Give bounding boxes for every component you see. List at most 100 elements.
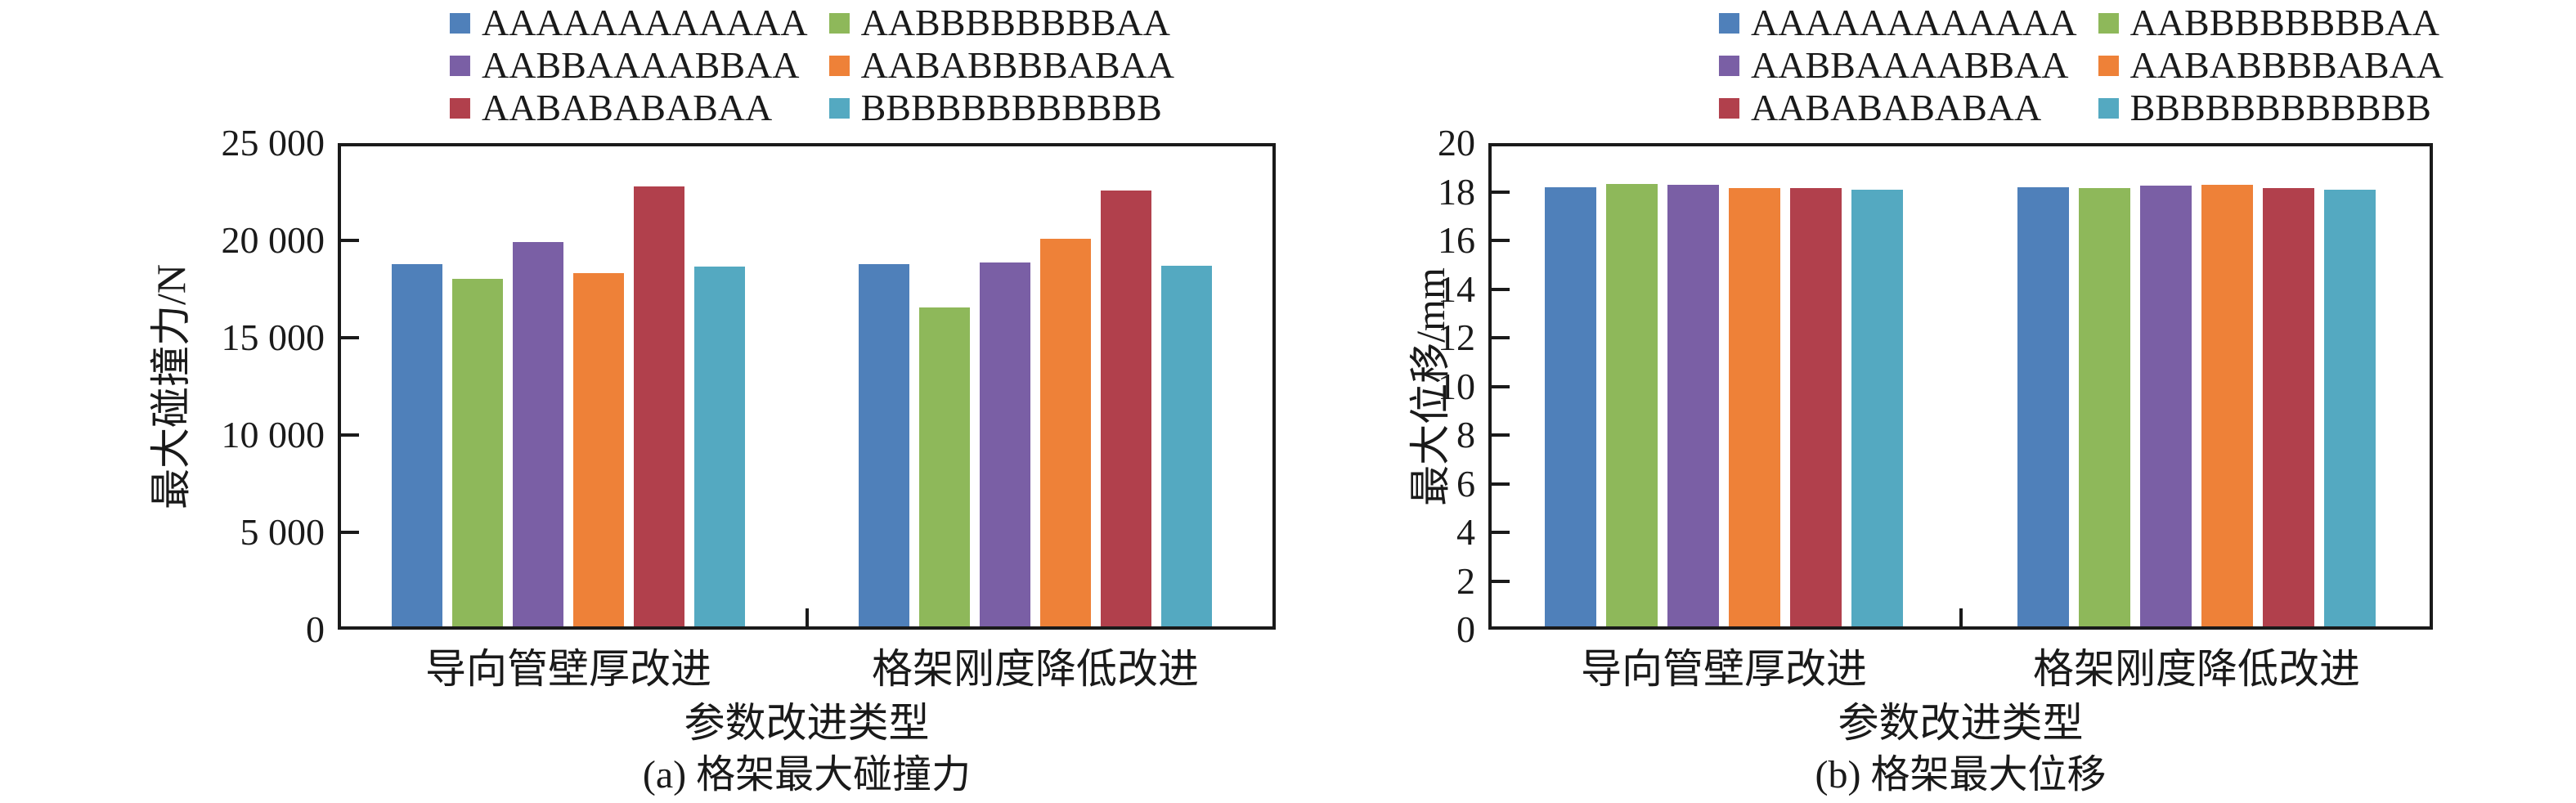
legend-marker-icon <box>828 12 850 34</box>
y-tick-label: 0 <box>1456 608 1475 650</box>
y-tick-mark <box>1492 190 1510 194</box>
legend-label: BBBBBBBBBBBB <box>2129 87 2431 128</box>
bar-s3-g0 <box>573 272 624 626</box>
bar-s5-g0 <box>1851 189 1903 626</box>
bar-s2-g0 <box>513 242 563 626</box>
y-tick-mark <box>1492 531 1510 534</box>
x-category-label: 格架刚度降低改进 <box>2033 646 2360 692</box>
bar-s2-g1 <box>980 262 1030 626</box>
legend-marker-icon <box>449 12 470 34</box>
y-tick-label: 2 <box>1456 559 1475 602</box>
legend-item-5: BBBBBBBBBBBB <box>828 87 1174 128</box>
bar-group-0 <box>392 146 745 626</box>
x-category-label: 导向管壁厚改进 <box>425 646 711 692</box>
bar-s1-g0 <box>452 279 503 626</box>
bar-s1-g1 <box>919 307 970 626</box>
y-tick-mark <box>1492 336 1510 339</box>
legend-item-0: AAAAAAAAAAAA <box>1718 2 2077 43</box>
y-tick-label: 10 <box>1438 365 1475 407</box>
legend-item-5: BBBBBBBBBBBB <box>2098 87 2444 128</box>
bar-s1-g1 <box>2079 188 2130 626</box>
legend-label: AABABABABAA <box>1750 87 2042 128</box>
y-tick-mark <box>341 531 359 534</box>
y-tick-mark <box>1492 287 1510 291</box>
legend-marker-icon <box>828 97 850 119</box>
bar-s3-g1 <box>2201 184 2253 626</box>
panel-caption: (a) 格架最大碰撞力 <box>642 753 972 796</box>
panel-caption: (b) 格架最大位移 <box>1815 753 2107 796</box>
legend: AAAAAAAAAAAA AABBBBBBBBAA AABBAAAABBAA AABA… <box>449 2 1175 128</box>
y-tick-mark <box>1492 579 1510 583</box>
legend-item-4: AABABABABAA <box>449 87 808 128</box>
bar-group-1 <box>859 146 1212 626</box>
y-tick-label: 14 <box>1438 267 1475 310</box>
legend-marker-icon <box>2098 55 2119 76</box>
bar-s2-g0 <box>1667 184 1719 626</box>
legend-marker-icon <box>828 55 850 76</box>
y-tick-mark <box>341 336 359 339</box>
legend-marker-icon <box>1718 97 1739 119</box>
bar-group-0 <box>1545 146 1903 626</box>
legend-label: AABBBBBBBBAA <box>2129 2 2439 43</box>
legend: AAAAAAAAAAAA AABBBBBBBBAA AABBAAAABBAA AABA… <box>1718 2 2444 128</box>
legend-marker-icon <box>449 97 470 119</box>
plot-area <box>1488 143 2433 630</box>
legend-label: AABBAAAABBAA <box>481 44 800 86</box>
plot-area <box>338 143 1276 630</box>
bar-s0-g1 <box>859 264 909 626</box>
bar-s5-g0 <box>694 266 745 626</box>
y-tick-mark <box>1492 384 1510 388</box>
bar-s4-g0 <box>1790 188 1842 626</box>
legend-label: AABABBBBABAA <box>860 44 1175 86</box>
legend-marker-icon <box>449 55 470 76</box>
y-tick-mark <box>1492 239 1510 242</box>
bar-s4-g1 <box>2263 188 2314 626</box>
y-tick-mark <box>341 239 359 242</box>
legend-item-2: AABBAAAABBAA <box>449 44 808 86</box>
x-category-label: 导向管壁厚改进 <box>1581 646 1867 692</box>
bar-s0-g1 <box>2017 186 2069 626</box>
legend-item-1: AABBBBBBBBAA <box>828 2 1174 43</box>
chart-panel-b: AAAAAAAAAAAA AABBBBBBBBAA AABBAAAABBAA AABA… <box>1407 2 2444 796</box>
y-axis-title: 最大碰撞力/N <box>148 263 194 509</box>
y-tick-label: 8 <box>1456 414 1475 455</box>
chart-panel-a: AAAAAAAAAAAA AABBBBBBBBAA AABBAAAABBAA AABA… <box>148 2 1276 796</box>
bar-s3-g0 <box>1729 188 1780 626</box>
legend-label: AABABBBBABAA <box>2129 44 2444 86</box>
legend-item-3: AABABBBBABAA <box>2098 45 2444 86</box>
legend-marker-icon <box>1718 55 1739 76</box>
legend-label: AAAAAAAAAAAA <box>1750 2 2077 43</box>
x-axis-title: 参数改进类型 <box>684 700 930 746</box>
bar-group-1 <box>2017 146 2376 626</box>
y-tick-label: 25 000 <box>221 122 325 164</box>
y-tick-mark <box>1492 482 1510 486</box>
y-tick-label: 5 000 <box>240 511 325 553</box>
legend-label: AABABABABAA <box>481 87 773 128</box>
legend-marker-icon <box>2098 12 2119 34</box>
y-tick-mark <box>341 433 359 437</box>
bar-s0-g0 <box>392 264 442 626</box>
bar-s5-g1 <box>2324 189 2376 626</box>
y-tick-label: 6 <box>1456 462 1475 505</box>
bar-s4-g0 <box>634 186 684 626</box>
y-tick-label: 4 <box>1456 511 1475 553</box>
bar-s1-g0 <box>1606 183 1658 626</box>
legend-marker-icon <box>2098 97 2119 119</box>
y-tick-label: 20 <box>1438 122 1475 164</box>
legend-item-1: AABBBBBBBBAA <box>2098 2 2444 43</box>
legend-item-3: AABABBBBABAA <box>828 44 1175 86</box>
x-tick-mark <box>805 608 809 626</box>
y-tick-label: 12 <box>1438 316 1475 358</box>
y-tick-label: 16 <box>1438 219 1475 261</box>
legend-item-2: AABBAAAABBAA <box>1718 44 2077 86</box>
x-axis-title: 参数改进类型 <box>1838 700 2084 746</box>
bar-s5-g1 <box>1161 265 1212 626</box>
legend-item-0: AAAAAAAAAAAA <box>449 2 808 43</box>
x-category-label: 格架刚度降低改进 <box>872 646 1199 692</box>
y-tick-label: 18 <box>1438 170 1475 213</box>
y-tick-label: 20 000 <box>221 219 325 261</box>
y-tick-label: 0 <box>306 608 325 650</box>
legend-item-4: AABABABABAA <box>1718 87 2077 128</box>
legend-label: AABBAAAABBAA <box>1750 44 2069 86</box>
bar-s2-g1 <box>2140 186 2192 626</box>
